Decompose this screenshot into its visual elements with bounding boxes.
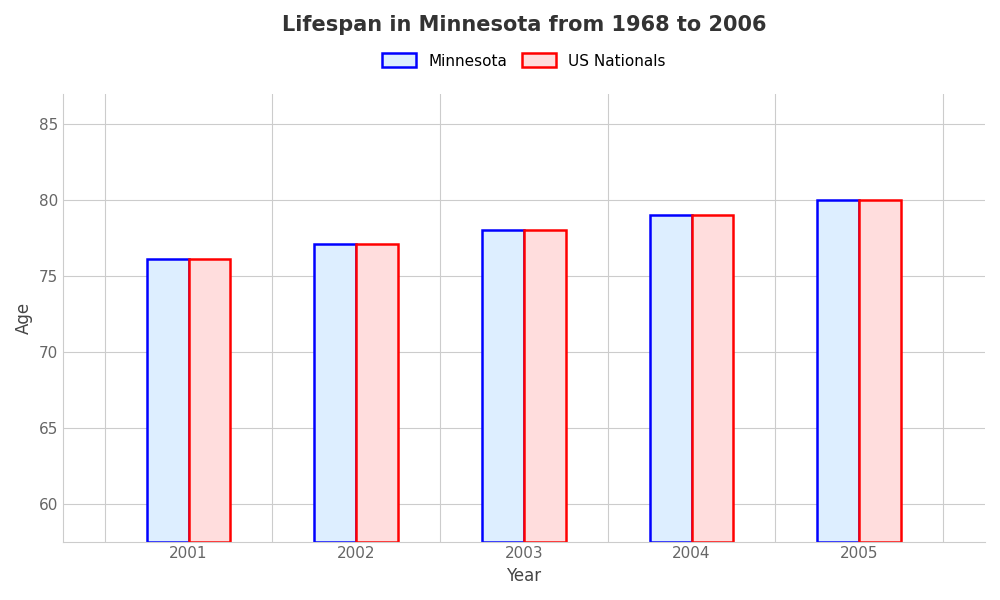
Bar xyxy=(314,244,356,542)
Y-axis label: Age: Age xyxy=(15,301,33,334)
Bar xyxy=(482,230,524,542)
X-axis label: Year: Year xyxy=(506,567,541,585)
Bar xyxy=(524,230,566,542)
Title: Lifespan in Minnesota from 1968 to 2006: Lifespan in Minnesota from 1968 to 2006 xyxy=(282,15,766,35)
Bar xyxy=(817,200,859,542)
Bar xyxy=(189,259,230,542)
Bar xyxy=(356,244,398,542)
Bar xyxy=(859,200,901,542)
Bar xyxy=(147,259,189,542)
Legend: Minnesota, US Nationals: Minnesota, US Nationals xyxy=(376,47,672,74)
Bar xyxy=(650,215,692,542)
Bar xyxy=(692,215,733,542)
